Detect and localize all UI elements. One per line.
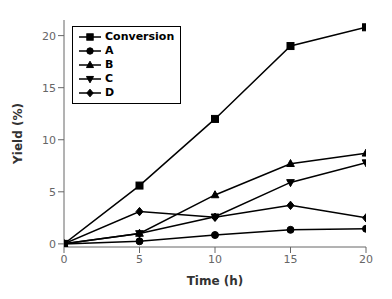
html-text:B: B <box>105 58 114 71</box>
svg-text:Time (h): Time (h) <box>187 274 244 288</box>
html-text:Conversion: Conversion <box>105 30 175 43</box>
svg-text:20: 20 <box>359 253 373 266</box>
svg-text:5: 5 <box>136 253 143 266</box>
svg-text:Yield (%): Yield (%) <box>11 103 25 165</box>
svg-text:20: 20 <box>42 30 56 43</box>
html-text:A: A <box>105 44 114 57</box>
svg-text:5: 5 <box>49 186 56 199</box>
svg-text:0: 0 <box>49 238 56 251</box>
html-text:D: D <box>105 86 115 99</box>
html-text:C: C <box>105 72 114 85</box>
svg-text:15: 15 <box>284 253 298 266</box>
svg-text:10: 10 <box>208 253 222 266</box>
svg-text:15: 15 <box>42 82 56 95</box>
svg-text:0: 0 <box>61 253 68 266</box>
svg-text:10: 10 <box>42 134 56 147</box>
